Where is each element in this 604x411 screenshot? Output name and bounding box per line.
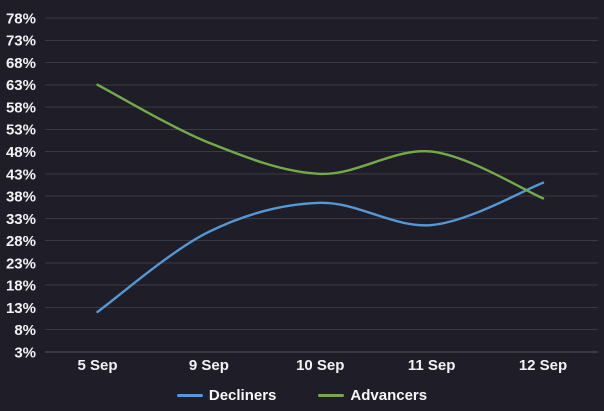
y-tick-label: 48% [6, 144, 36, 161]
y-tick-label: 68% [6, 55, 36, 72]
x-tick-label: 5 Sep [77, 357, 117, 374]
y-tick-label: 78% [6, 10, 36, 27]
y-tick-label: 58% [6, 99, 36, 116]
y-tick-label: 33% [6, 211, 36, 228]
y-tick-label: 18% [6, 278, 36, 295]
x-tick-label: 12 Sep [519, 357, 567, 374]
x-tick-label: 9 Sep [189, 357, 229, 374]
chart-legend: Decliners Advancers [0, 388, 604, 403]
x-tick-label: 11 Sep [408, 357, 456, 374]
y-tick-label: 63% [6, 77, 36, 94]
y-tick-label: 13% [6, 300, 36, 317]
decliners-line-swatch [176, 394, 203, 397]
y-tick-label: 43% [6, 166, 36, 183]
advancers-line-swatch [318, 394, 345, 397]
y-tick-label: 28% [6, 233, 36, 250]
x-tick-label: 10 Sep [296, 357, 344, 374]
y-tick-label: 53% [6, 122, 36, 139]
series-line-decliners[interactable] [96, 181, 545, 314]
legend-item-advancers[interactable]: Advancers [318, 388, 427, 403]
y-tick-label: 3% [14, 344, 36, 361]
legend-label-advancers: Advancers [350, 387, 428, 404]
series-line-advancers[interactable] [96, 83, 545, 200]
y-tick-label: 73% [6, 33, 36, 50]
legend-item-decliners[interactable]: Decliners [176, 387, 277, 404]
legend-label-decliners: Decliners [208, 387, 277, 404]
y-tick-label: 38% [6, 189, 36, 206]
y-tick-label: 23% [6, 255, 36, 272]
y-tick-label: 8% [14, 322, 36, 339]
